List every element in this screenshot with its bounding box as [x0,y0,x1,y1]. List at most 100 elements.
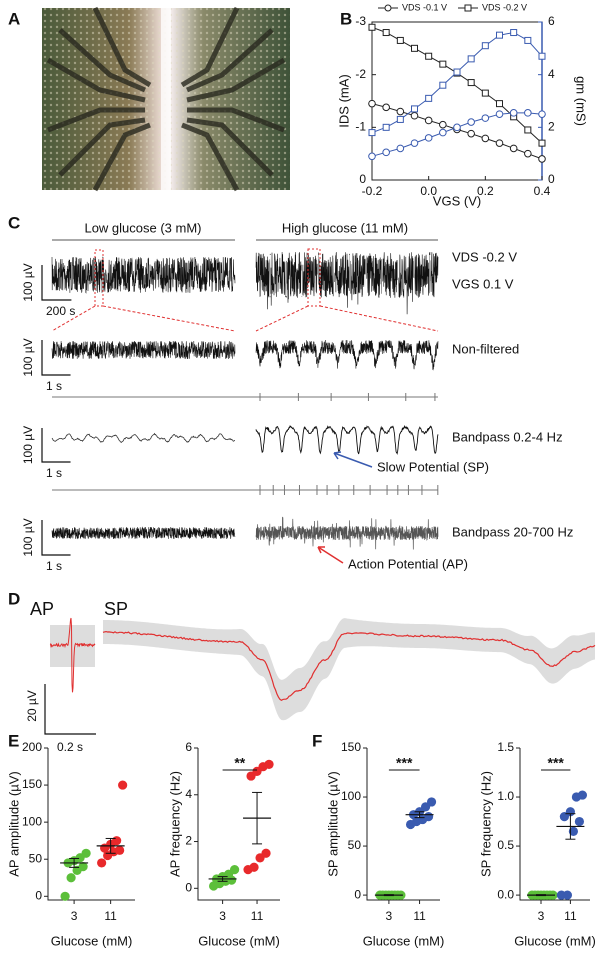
trace [51,256,236,294]
marker [538,139,546,147]
micrograph [42,6,290,192]
scale-bar [41,265,72,301]
marker [439,60,447,68]
trace [255,424,439,455]
y2-tick-label: 4 [548,67,555,81]
data-point [230,865,240,875]
zoom-line [102,305,236,332]
panel-label: E [8,731,19,750]
marker [509,109,518,117]
marker [510,29,518,37]
annotation: Action Potential (AP) [348,556,468,571]
marker [524,149,532,158]
y-tick-label: 150 [22,777,42,791]
marker [524,126,532,134]
y-tick-label: 50 [348,838,362,852]
data-point [423,812,434,822]
marker [396,144,405,153]
y2-tick-label: 0 [548,172,555,186]
data-point [115,845,125,855]
data-point [264,759,274,769]
marker [453,68,461,76]
row-label: Bandpass 0.2-4 Hz [452,429,563,444]
time-scale: 0.2 s [57,740,83,754]
marker [424,134,433,142]
marker [467,79,475,87]
marker [368,152,376,161]
x-tick-label: 3 [71,909,78,923]
bias-label: VDS -0.2 V [452,249,517,264]
significance-label: *** [396,755,413,771]
legend-label: VDS -0.1 V [402,2,447,12]
y-tick-label: 0 [35,888,42,902]
significance-label: *** [548,755,565,771]
marker [382,148,390,157]
amplitude-scale: 20 µV [25,690,39,722]
marker [411,105,418,113]
x-axis-title: VGS (V) [433,193,481,208]
marker [439,128,447,137]
zoom-line [255,305,309,332]
y2-tick-label: 6 [548,14,555,28]
scale-bar [44,684,96,735]
amplitude-scale: 100 µV [21,518,35,556]
scale-bar [41,520,71,556]
data-point [568,826,579,836]
legend-marker [384,4,392,12]
x-tick-label: 3 [538,909,545,923]
time-scale: 1 s [46,559,62,573]
marker [425,94,433,102]
marker [538,110,546,118]
data-point [261,848,271,858]
condition-label: High glucose (11 mM) [282,220,408,235]
y-tick-label: 150 [341,740,361,754]
marker [509,144,518,153]
data-point [118,780,128,790]
ap-trace [49,617,96,693]
y-tick-label: 0.0 [497,887,514,901]
x-tick-label: 11 [104,909,117,923]
marker [396,36,404,44]
marker [396,107,405,116]
x-tick-label: 3 [386,909,393,923]
data-point [562,890,573,900]
y-tick-label: 2 [185,834,192,848]
x-tick-label: 11 [413,909,426,923]
x-tick-label: 11 [251,909,264,923]
marker [382,29,390,37]
legend-label: VDS -0.2 V [482,2,527,12]
x-tick-label: 3 [219,909,226,923]
marker [524,36,532,44]
marker [538,155,546,163]
time-scale: 200 s [46,304,75,318]
zoom-box [94,249,104,307]
axes [197,748,280,901]
y-tick-label: 6 [185,740,192,754]
data-point [60,891,70,901]
arrow [333,451,373,468]
marker [496,31,503,39]
panel-label: F [312,731,322,750]
data-point [66,873,76,883]
x-axis-title: Glucose (mM) [514,933,596,948]
marker [396,115,404,123]
trace [255,339,439,371]
significance-label: ** [234,755,245,771]
marker [481,89,489,97]
x-tick-label: 0.4 [534,184,551,198]
axes [519,748,590,901]
sp-trace [102,630,596,701]
marker [368,99,376,108]
annotation: Slow Potential (SP) [377,459,489,474]
y-tick-label: 100 [22,814,42,828]
axes [47,748,135,901]
legend-marker [464,4,472,12]
marker [411,44,418,52]
x-tick-label: 11 [564,909,577,923]
marker [439,120,447,129]
y-axis-title: SP amplitude (µV) [325,771,340,877]
trace [255,516,439,550]
scale-bar [41,428,71,463]
trace [51,526,236,540]
